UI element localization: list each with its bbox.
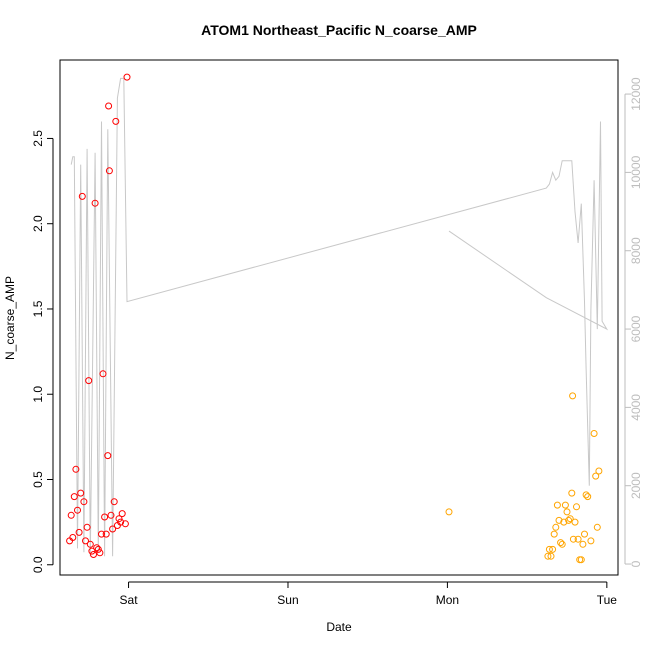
chart-title: ATOM1 Northeast_Pacific N_coarse_AMP [201, 22, 477, 38]
data-point-series-1 [112, 117, 120, 125]
plot-area [66, 73, 609, 564]
data-point-series-1 [67, 511, 75, 519]
data-point-series-1 [93, 544, 101, 552]
data-point-series-1 [104, 452, 112, 460]
data-point-series-1 [109, 525, 117, 533]
y-tick-label: 1.0 [31, 386, 45, 403]
x-tick-label: Mon [436, 593, 459, 607]
data-point-series-1 [82, 537, 89, 545]
data-point-series-2 [549, 545, 557, 553]
x-tick-label: Sat [120, 593, 139, 607]
y-tick-label: 2.5 [31, 130, 45, 147]
data-point-series-1 [72, 465, 80, 473]
data-point-series-2 [584, 493, 592, 501]
y2-tick-label: 8000 [629, 237, 643, 264]
data-point-series-1 [74, 506, 81, 514]
data-point-series-1 [94, 545, 102, 553]
y2-tick-label: 6000 [629, 315, 643, 342]
data-point-series-2 [577, 556, 585, 564]
data-point-series-1 [98, 530, 105, 538]
data-point-series-2 [560, 518, 568, 526]
data-point-series-1 [117, 518, 125, 526]
y2-tick-label: 0 [629, 560, 643, 567]
x-tick-label: Sun [277, 593, 298, 607]
data-point-series-1 [80, 498, 88, 506]
data-point-series-2 [573, 503, 580, 511]
data-point-series-1 [86, 540, 94, 548]
data-point-series-2 [566, 515, 574, 523]
data-point-series-1 [91, 199, 99, 207]
data-point-series-2 [595, 467, 603, 475]
y2-tick-label: 4000 [629, 394, 643, 421]
data-point-series-1 [101, 513, 109, 521]
data-point-series-1 [110, 498, 118, 506]
data-point-series-2 [581, 530, 588, 538]
y-axis-label: N_coarse_AMP [3, 276, 17, 360]
data-point-series-2 [569, 535, 577, 543]
data-point-series-2 [587, 537, 595, 545]
data-point-series-1 [99, 370, 107, 378]
data-point-series-1 [121, 520, 129, 528]
data-point-series-2 [582, 491, 590, 499]
y-tick-label: 0.5 [31, 471, 45, 488]
data-point-series-1 [105, 102, 113, 110]
data-point-series-1 [83, 523, 91, 531]
data-point-series-2 [565, 516, 573, 524]
data-point-series-2 [563, 508, 571, 516]
data-point-series-1 [123, 73, 131, 81]
data-point-series-1 [102, 530, 110, 538]
data-point-series-2 [561, 501, 569, 509]
data-point-series-2 [568, 489, 576, 497]
data-point-series-1 [105, 167, 113, 175]
data-point-series-1 [78, 192, 86, 200]
data-point-series-1 [85, 377, 93, 385]
data-point-series-2 [547, 552, 555, 560]
data-point-series-2 [445, 508, 453, 516]
data-point-series-1 [70, 493, 78, 501]
y-tick-label: 1.5 [31, 300, 45, 317]
data-point-series-2 [553, 501, 561, 509]
plot-frame [59, 59, 619, 576]
data-point-series-1 [118, 510, 126, 518]
data-point-series-2 [557, 539, 565, 547]
data-point-series-1 [88, 547, 96, 555]
data-point-series-1 [115, 515, 123, 523]
data-point-series-2 [555, 516, 563, 524]
data-point-series-2 [574, 535, 582, 543]
data-point-series-2 [569, 392, 577, 400]
data-point-series-2 [544, 552, 552, 560]
data-point-series-2 [552, 523, 560, 531]
data-point-series-1 [75, 528, 83, 536]
y2-tick-label: 2000 [629, 472, 643, 499]
data-point-series-2 [592, 472, 600, 480]
y-tick-label: 0.0 [31, 556, 45, 573]
secondary-series-line [70, 77, 609, 557]
data-point-series-1 [96, 549, 104, 557]
x-axis-label: Date [326, 620, 352, 634]
data-point-series-1 [107, 511, 115, 519]
y2-tick-label: 12000 [629, 77, 643, 111]
data-point-series-2 [590, 430, 598, 437]
data-point-series-1 [69, 534, 77, 541]
data-point-series-2 [545, 545, 553, 553]
data-point-series-2 [550, 530, 558, 538]
data-point-series-2 [558, 540, 566, 548]
data-point-series-2 [579, 540, 587, 548]
y2-tick-label: 10000 [629, 155, 643, 189]
data-point-series-2 [571, 518, 579, 526]
data-point-series-1 [90, 551, 97, 558]
data-point-series-1 [77, 489, 85, 497]
axes: Sat Sun Mon Tue 0.0 0.5 1.0 1.5 2.0 2.5 0 2000 4000 6… [31, 77, 643, 607]
data-point-series-2 [593, 523, 601, 531]
y-tick-label: 2.0 [31, 215, 45, 232]
x-tick-label: Tue [597, 593, 618, 607]
